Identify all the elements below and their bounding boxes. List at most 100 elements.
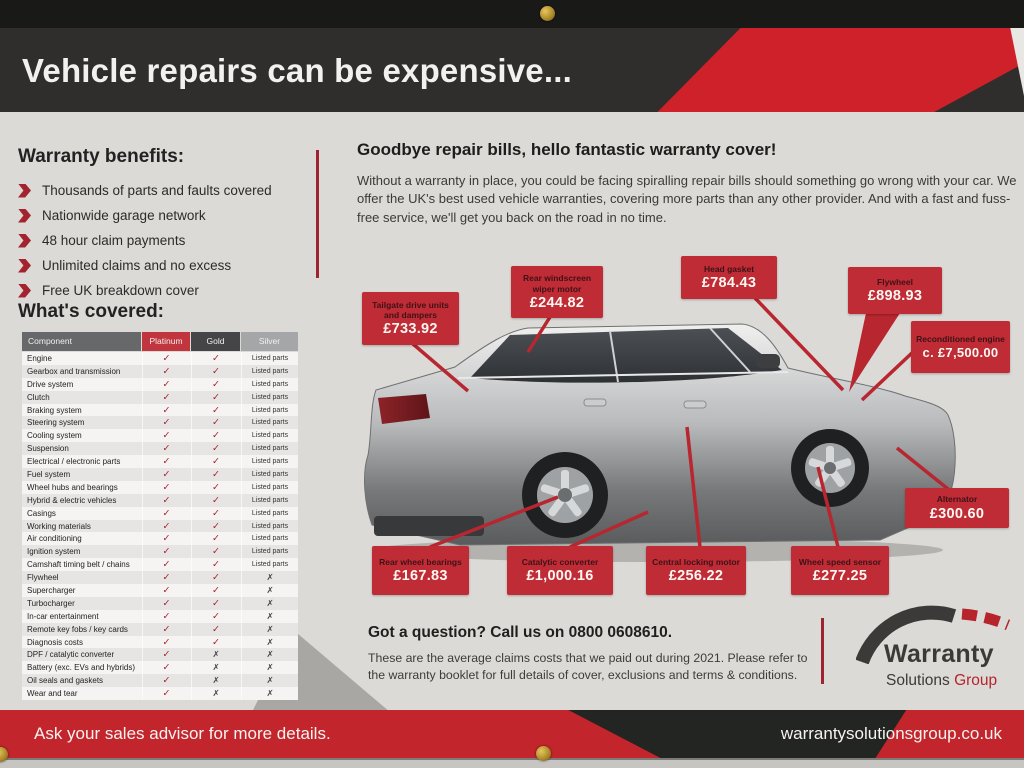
callout-label: Catalytic converter — [521, 556, 599, 567]
platinum-cell: ✓ — [142, 506, 190, 520]
gold-cell: ✓ — [191, 571, 240, 585]
silver-cell: Listed parts — [241, 558, 298, 572]
platinum-cell: ✓ — [142, 377, 190, 391]
silver-cell: Listed parts — [241, 416, 298, 430]
platinum-cell: ✓ — [142, 532, 190, 546]
benefit-label: Nationwide garage network — [42, 208, 206, 223]
component-cell: Ignition system — [27, 547, 81, 557]
car-rear-wheel — [522, 452, 608, 538]
component-cell: Remote key fobs / key cards — [27, 624, 128, 634]
platinum-cell: ✓ — [142, 352, 190, 365]
table-row: Hybrid & electric vehicles ✓ ✓ Listed pa… — [22, 493, 298, 507]
callout-head-gasket: Head gasket £784.43 — [681, 256, 777, 299]
car-front-wheel — [791, 429, 869, 507]
silver-cell: ✗ — [241, 571, 298, 585]
gold-cell: ✗ — [191, 674, 240, 688]
component-cell: Braking system — [27, 405, 82, 415]
callout-price: £1,000.16 — [526, 568, 594, 584]
grommet-top-icon — [540, 6, 555, 21]
component-cell: Steering system — [27, 418, 85, 428]
table-row: In-car entertainment ✓ ✓ ✗ — [22, 609, 298, 623]
silver-cell: Listed parts — [241, 429, 298, 443]
table-row: Ignition system ✓ ✓ Listed parts — [22, 545, 298, 559]
benefit-item: Nationwide garage network — [18, 203, 318, 228]
gold-cell: ✓ — [191, 442, 240, 456]
component-cell: Gearbox and transmission — [27, 366, 121, 376]
column-header-component: Component — [22, 332, 141, 351]
platinum-cell: ✓ — [142, 674, 190, 688]
logo-word-warranty: Warranty — [884, 640, 994, 668]
benefits-list: Thousands of parts and faults covered Na… — [18, 178, 318, 303]
callout-price: £244.82 — [529, 294, 585, 311]
component-cell: Working materials — [27, 521, 91, 531]
component-cell: Battery (exc. EVs and hybrids) — [27, 663, 136, 673]
car-mirror — [756, 354, 780, 368]
benefit-item: Thousands of parts and faults covered — [18, 178, 318, 203]
column-header-gold: Gold — [191, 332, 240, 351]
callout-rear-wheel-bearings: Rear wheel bearings £167.83 — [372, 546, 469, 595]
divider-vertical-left — [316, 150, 319, 278]
table-row: Battery (exc. EVs and hybrids) ✓ ✗ ✗ — [22, 661, 298, 675]
gold-cell: ✓ — [191, 545, 240, 559]
platinum-cell: ✓ — [142, 661, 190, 675]
footer-band: Ask your sales advisor for more details.… — [0, 710, 1024, 758]
silver-cell: Listed parts — [241, 532, 298, 546]
callout-label: Tailgate drive units and dampers — [372, 299, 449, 320]
silver-cell: ✗ — [241, 648, 298, 662]
car-door-handle — [683, 400, 707, 409]
table-row: Engine ✓ ✓ Listed parts — [22, 352, 298, 365]
platinum-cell: ✓ — [142, 468, 190, 481]
banner-top-edge — [0, 0, 1024, 28]
table-row: Fuel system ✓ ✓ Listed parts — [22, 468, 298, 481]
table-row: Steering system ✓ ✓ Listed parts — [22, 416, 298, 430]
benefit-label: 48 hour claim payments — [42, 233, 186, 248]
table-row: Wear and tear ✓ ✗ ✗ — [22, 687, 298, 701]
table-row: Air conditioning ✓ ✓ Listed parts — [22, 532, 298, 546]
callout-price: £898.93 — [867, 288, 923, 304]
gold-cell: ✓ — [191, 622, 240, 636]
grommet-bottom-icon — [536, 746, 551, 761]
component-cell: Fuel system — [27, 469, 71, 479]
gold-cell: ✗ — [191, 687, 240, 701]
component-cell: Clutch — [27, 392, 50, 402]
gold-cell: ✓ — [191, 390, 240, 404]
callout-price: £277.25 — [812, 568, 868, 584]
platinum-cell: ✓ — [142, 558, 190, 572]
table-row: Cooling system ✓ ✓ Listed parts — [22, 429, 298, 443]
gold-cell: ✓ — [191, 609, 240, 623]
gold-cell: ✓ — [191, 480, 240, 494]
callout-alternator: Alternator £300.60 — [905, 488, 1009, 528]
silver-cell: Listed parts — [241, 506, 298, 520]
platinum-cell: ✓ — [142, 429, 190, 443]
component-cell: Casings — [27, 508, 56, 518]
platinum-cell: ✓ — [142, 596, 190, 610]
platinum-cell: ✓ — [142, 635, 190, 649]
table-row: Turbocharger ✓ ✓ ✗ — [22, 596, 298, 610]
logo-word-solutions-group: Solutions Group — [886, 672, 998, 689]
silver-cell: ✗ — [241, 687, 298, 701]
chevron-arrow-icon — [18, 183, 31, 198]
coverage-table: Component Platinum Gold Silver Engine ✓ … — [22, 332, 298, 701]
silver-cell: Listed parts — [241, 480, 298, 494]
silver-cell: Listed parts — [241, 364, 298, 378]
callout-reconditioned-engine: Reconditioned engine c. £7,500.00 — [911, 321, 1010, 373]
callout-label: Central locking motor — [652, 556, 740, 567]
table-row: Suspension ✓ ✓ Listed parts — [22, 442, 298, 456]
table-row: Drive system ✓ ✓ Listed parts — [22, 377, 298, 391]
silver-cell: ✗ — [241, 674, 298, 688]
gold-cell: ✓ — [191, 377, 240, 391]
banner-bottom-edge — [0, 758, 1024, 768]
platinum-cell: ✓ — [142, 493, 190, 507]
component-cell: Oil seals and gaskets — [27, 676, 104, 686]
table-row: Electrical / electronic parts ✓ ✓ Listed… — [22, 455, 298, 469]
silver-cell: ✗ — [241, 661, 298, 675]
component-cell: Electrical / electronic parts — [27, 457, 121, 467]
callout-tailgate-drive-units: Tailgate drive units and dampers £733.92 — [362, 292, 459, 345]
platinum-cell: ✓ — [142, 648, 190, 662]
table-row: Oil seals and gaskets ✓ ✗ ✗ — [22, 674, 298, 688]
gold-cell: ✓ — [191, 558, 240, 572]
gold-cell: ✓ — [191, 455, 240, 469]
platinum-cell: ✓ — [142, 571, 190, 585]
grommet-bottom-left-icon — [0, 747, 8, 762]
callout-label: Flywheel — [877, 276, 913, 287]
